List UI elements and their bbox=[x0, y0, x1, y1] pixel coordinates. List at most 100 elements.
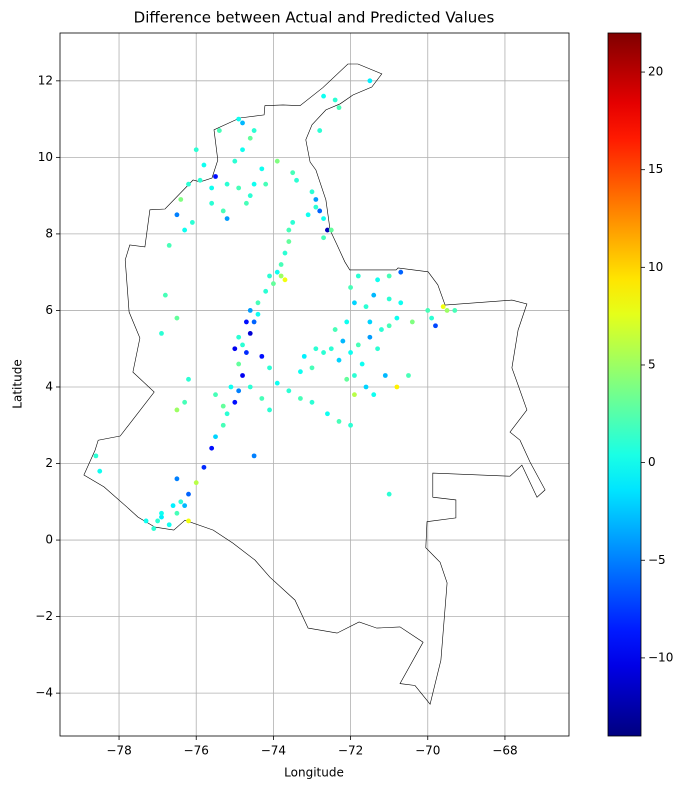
y-tick-label: 4 bbox=[45, 379, 53, 393]
point bbox=[328, 227, 334, 233]
y-tick-label: 8 bbox=[45, 226, 53, 240]
point bbox=[166, 522, 172, 528]
point bbox=[336, 357, 342, 363]
point bbox=[274, 269, 280, 275]
point bbox=[278, 273, 284, 279]
point bbox=[355, 342, 361, 348]
point bbox=[317, 128, 323, 133]
point bbox=[298, 369, 303, 375]
y-tick-label: −2 bbox=[35, 609, 53, 623]
point bbox=[286, 227, 292, 233]
point bbox=[282, 277, 288, 283]
point bbox=[348, 422, 353, 428]
x-tick-label: −78 bbox=[106, 744, 131, 758]
point bbox=[429, 315, 435, 321]
y-tick-label: 0 bbox=[45, 533, 53, 547]
point bbox=[240, 373, 245, 378]
point bbox=[236, 185, 242, 191]
point bbox=[236, 334, 242, 340]
point bbox=[228, 384, 234, 390]
point bbox=[313, 197, 319, 202]
point bbox=[97, 468, 103, 474]
point bbox=[332, 327, 338, 332]
point bbox=[189, 220, 195, 225]
point bbox=[236, 361, 242, 367]
point bbox=[259, 396, 265, 401]
point bbox=[240, 120, 245, 126]
point bbox=[93, 453, 99, 459]
point bbox=[286, 388, 292, 394]
point bbox=[267, 365, 272, 371]
point bbox=[325, 227, 330, 233]
point bbox=[398, 269, 404, 275]
point bbox=[274, 380, 280, 386]
point bbox=[282, 250, 288, 256]
point bbox=[321, 235, 326, 241]
point bbox=[174, 510, 180, 516]
point bbox=[251, 319, 257, 325]
colorbar-tick-label: 20 bbox=[648, 65, 663, 79]
point bbox=[363, 384, 369, 390]
point bbox=[375, 346, 380, 352]
point bbox=[166, 242, 172, 248]
point bbox=[278, 262, 284, 267]
point bbox=[363, 304, 369, 310]
point bbox=[386, 296, 392, 302]
point bbox=[240, 342, 245, 348]
point bbox=[336, 105, 342, 111]
point bbox=[355, 273, 361, 279]
point bbox=[247, 135, 253, 141]
point bbox=[313, 346, 319, 352]
point bbox=[197, 177, 203, 183]
point bbox=[313, 204, 319, 210]
point bbox=[243, 350, 249, 355]
point bbox=[267, 273, 272, 279]
point bbox=[263, 181, 269, 187]
point bbox=[336, 419, 342, 424]
point bbox=[220, 403, 226, 409]
point bbox=[182, 227, 188, 233]
point bbox=[193, 147, 199, 153]
point bbox=[332, 97, 338, 103]
point bbox=[182, 399, 188, 405]
point bbox=[220, 422, 226, 428]
point bbox=[224, 411, 230, 417]
point bbox=[375, 277, 380, 283]
point bbox=[371, 392, 377, 398]
point bbox=[294, 177, 299, 183]
point bbox=[220, 208, 226, 214]
point bbox=[386, 491, 392, 497]
x-tick-label: −76 bbox=[184, 744, 209, 758]
point bbox=[321, 350, 326, 355]
point bbox=[298, 396, 303, 401]
point bbox=[444, 308, 450, 313]
point bbox=[213, 434, 218, 440]
point bbox=[352, 373, 357, 378]
y-tick-label: 2 bbox=[45, 456, 53, 470]
point bbox=[251, 453, 257, 459]
point bbox=[309, 399, 315, 405]
point bbox=[382, 373, 388, 378]
point bbox=[379, 327, 384, 332]
colorbar-tick-label: 0 bbox=[648, 455, 656, 469]
point bbox=[186, 491, 191, 497]
point bbox=[243, 319, 249, 325]
colorbar-tick-label: −5 bbox=[648, 553, 666, 567]
point bbox=[232, 346, 238, 352]
point bbox=[247, 331, 253, 336]
point bbox=[186, 376, 191, 382]
y-axis-label: Latitude bbox=[11, 359, 25, 408]
point bbox=[309, 365, 315, 371]
point bbox=[247, 193, 253, 199]
point bbox=[159, 331, 164, 336]
colorbar bbox=[607, 32, 642, 737]
point bbox=[151, 526, 157, 531]
point bbox=[255, 311, 261, 317]
point bbox=[193, 480, 199, 486]
y-tick-label: 10 bbox=[38, 150, 53, 164]
point bbox=[359, 361, 365, 367]
point bbox=[209, 445, 215, 451]
point bbox=[328, 346, 334, 352]
colorbar-tick-label: 10 bbox=[648, 260, 663, 274]
